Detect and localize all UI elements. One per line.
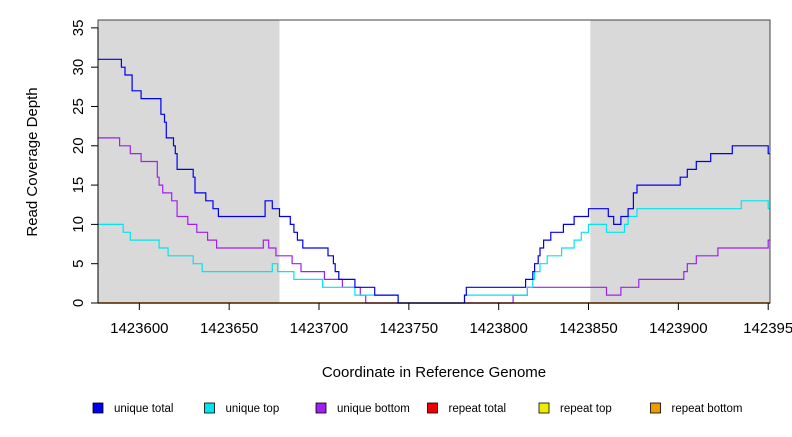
x-axis: 1423600 1423650 1423700 1423750 1423800 14238… <box>98 302 792 337</box>
shaded-region-1 <box>98 20 280 303</box>
legend-swatch-repeat-bottom <box>650 402 661 414</box>
x-tick-label: 1423600 <box>110 320 168 337</box>
legend-label: unique top <box>226 403 280 415</box>
series-line-unique-bottom <box>98 137 770 304</box>
y-tick-label: 10 <box>70 216 87 233</box>
x-tick-label: 1423750 <box>380 320 438 337</box>
y-tick-label: 20 <box>70 137 87 154</box>
shaded-region-2 <box>590 20 770 303</box>
y-tick-label: 0 <box>70 299 87 307</box>
y-tick-label: 35 <box>70 20 87 37</box>
x-tick-label: 1423700 <box>290 320 348 337</box>
legend-label: unique bottom <box>337 403 410 415</box>
x-tick-label: 1423850 <box>559 320 617 337</box>
x-tick-label: 1423650 <box>200 320 258 337</box>
shaded-regions <box>98 20 770 303</box>
series-line-unique-top <box>98 200 770 304</box>
series-line-unique-total <box>98 58 770 304</box>
legend-swatch-repeat-top <box>538 402 550 414</box>
x-tick-label: 1423900 <box>649 320 707 337</box>
y-tick-label: 5 <box>70 260 87 268</box>
y-axis: 0 5 10 15 20 25 30 35 <box>70 20 99 307</box>
y-axis-label: Read Coverage Depth <box>24 87 41 236</box>
y-tick-label: 25 <box>70 98 87 115</box>
legend: unique total unique top unique bottom repea… <box>92 402 743 415</box>
legend-swatch-repeat-total <box>427 402 438 414</box>
y-tick-label: 15 <box>70 177 87 194</box>
legend-label: repeat top <box>560 403 612 415</box>
x-axis-label: Coordinate in Reference Genome <box>322 364 546 381</box>
legend-swatch-unique-top <box>204 402 215 414</box>
legend-swatch-unique-total <box>92 402 104 414</box>
y-tick-label: 30 <box>70 59 87 76</box>
legend-label: repeat bottom <box>672 403 743 415</box>
x-tick-label: 1423800 <box>469 320 527 337</box>
legend-label: repeat total <box>449 403 507 415</box>
legend-label: unique total <box>114 403 173 415</box>
legend-swatch-unique-bottom <box>315 402 327 414</box>
x-tick-label: 142395 <box>743 320 792 337</box>
